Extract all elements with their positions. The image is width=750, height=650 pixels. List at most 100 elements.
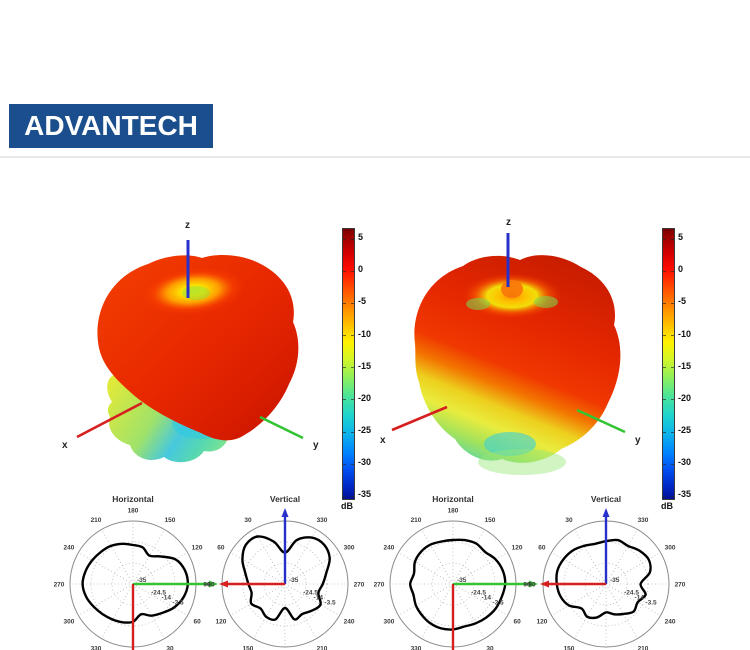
colorbar-tick-mark	[671, 495, 674, 497]
colorbar-tick-mark	[351, 463, 354, 465]
angle-tick-label: 270	[354, 581, 365, 588]
colorbar-1-unit-label: dB	[341, 501, 353, 511]
angle-tick-label: 240	[63, 544, 74, 551]
colorbar-tick-mark	[351, 270, 354, 272]
colorbar-tick-label: 0	[358, 264, 364, 275]
angle-tick-label: 90	[528, 581, 536, 588]
polar-title: Vertical	[270, 494, 300, 504]
x-axis-line	[76, 401, 143, 439]
antenna2-3d-figure: z x y	[380, 217, 641, 475]
angle-tick-label: 240	[383, 544, 394, 551]
colorbar-tick-mark	[663, 463, 666, 465]
colorbar-tick-mark	[671, 431, 674, 433]
x-axis-arrowhead	[219, 580, 228, 588]
colorbar-tick-mark	[663, 399, 666, 401]
angle-tick-label: 300	[63, 618, 74, 625]
angle-tick-label: 150	[564, 645, 575, 650]
radial-tick-label: -35	[610, 577, 620, 584]
colorbar-tick-mark	[343, 302, 346, 304]
radial-tick-label: -35	[137, 577, 147, 584]
radial-tick-label: -3.5	[324, 599, 336, 606]
colorbar-2-unit-label: dB	[661, 501, 673, 511]
colorbar-tick-mark	[351, 238, 354, 240]
angle-tick-label: 120	[512, 544, 523, 551]
colorbar-tick-mark	[671, 335, 674, 337]
angle-tick-label: 270	[374, 581, 385, 588]
angle-tick-label: 300	[383, 618, 394, 625]
header-divider	[0, 156, 750, 158]
x-axis-label: x	[380, 435, 386, 446]
angle-tick-label: 60	[217, 544, 225, 551]
advantech-logo: ADVANTECH	[9, 104, 213, 148]
angle-tick-label: 210	[317, 645, 328, 650]
colorbar-tick-mark	[351, 335, 354, 337]
colorbar-tick-label: -20	[358, 392, 372, 403]
angle-tick-label: 30	[565, 517, 573, 524]
angle-tick-label: 240	[665, 618, 676, 625]
angle-tick-label: 60	[193, 618, 201, 625]
angle-tick-label: 300	[665, 544, 676, 551]
colorbar-tick-mark	[343, 495, 346, 497]
antenna2-dimple-fleck-left	[466, 298, 490, 310]
polar-axes	[219, 508, 289, 588]
colorbar-tick-mark	[343, 463, 346, 465]
angle-tick-label: 90	[203, 581, 211, 588]
radial-tick-label: -24.5	[471, 589, 486, 596]
antenna2-main-lobe	[414, 255, 621, 463]
radial-tick-label: -3.5	[645, 599, 657, 606]
antenna2-cyan-patch	[484, 432, 536, 456]
z-axis-arrowhead	[281, 508, 289, 517]
angle-tick-label: 60	[538, 544, 546, 551]
angle-tick-label: 120	[192, 544, 203, 551]
colorbar-1: dB 5 0 -5 -10 -15 -20 -25 -30 -35	[341, 228, 388, 518]
polar-plot-antenna1-vertical: Vertical 30 3303002702402101501209060-35-…	[207, 494, 365, 650]
x-axis-label: x	[62, 440, 68, 451]
colorbar-tick-mark	[663, 270, 666, 272]
angle-tick-label: 30	[486, 645, 494, 650]
colorbar-tick-label: -25	[358, 425, 372, 435]
colorbar-tick-mark	[351, 399, 354, 401]
colorbar-tick-label: -5	[678, 296, 687, 307]
polar-axes	[540, 508, 610, 588]
angle-tick-label: 180	[128, 507, 139, 514]
angle-tick-label: 330	[317, 517, 328, 524]
colorbar-tick-label: -30	[358, 457, 372, 468]
y-axis-line	[576, 408, 626, 434]
radial-tick-label: -14	[162, 594, 172, 601]
colorbar-tick-mark	[343, 399, 346, 401]
angle-tick-label: 30	[166, 645, 174, 650]
colorbar-tick-mark	[343, 270, 346, 272]
radial-tick-label: -35	[457, 577, 467, 584]
antenna2-dimple-bump	[501, 280, 523, 298]
angle-tick-label: 300	[344, 544, 355, 551]
colorbar-tick-label: -10	[678, 328, 692, 339]
colorbar-tick-label: -20	[678, 392, 692, 403]
antenna2-dimple-fleck-right	[534, 296, 558, 308]
colorbar-tick-mark	[343, 431, 346, 433]
colorbar-tick-label: -10	[358, 328, 372, 339]
colorbar-tick-mark	[663, 302, 666, 304]
colorbar-tick-mark	[663, 431, 666, 433]
colorbar-tick-mark	[663, 495, 666, 497]
angle-tick-label: 120	[536, 618, 547, 625]
colorbar-1-gradient	[342, 228, 355, 500]
radial-tick-label: -14	[314, 594, 324, 601]
angle-tick-label: 90	[207, 581, 215, 588]
colorbar-tick-mark	[343, 238, 346, 240]
z-axis-label: z	[185, 220, 190, 231]
angle-tick-label: 210	[411, 517, 422, 524]
radial-tick-label: -3.5	[172, 599, 184, 606]
radiation-pattern-curve	[555, 538, 652, 620]
angle-tick-label: 210	[91, 517, 102, 524]
colorbar-2-gradient	[662, 228, 675, 500]
angle-tick-label: 240	[344, 618, 355, 625]
antenna1-3d-figure: z x y	[62, 220, 319, 463]
radial-tick-label: -24.5	[624, 589, 639, 596]
y-axis-arrowhead	[209, 580, 218, 588]
colorbar-tick-mark	[671, 399, 674, 401]
colorbar-tick-label: -15	[678, 360, 692, 371]
colorbar-tick-mark	[671, 270, 674, 272]
x-axis-line	[391, 405, 448, 432]
colorbar-tick-mark	[343, 335, 346, 337]
